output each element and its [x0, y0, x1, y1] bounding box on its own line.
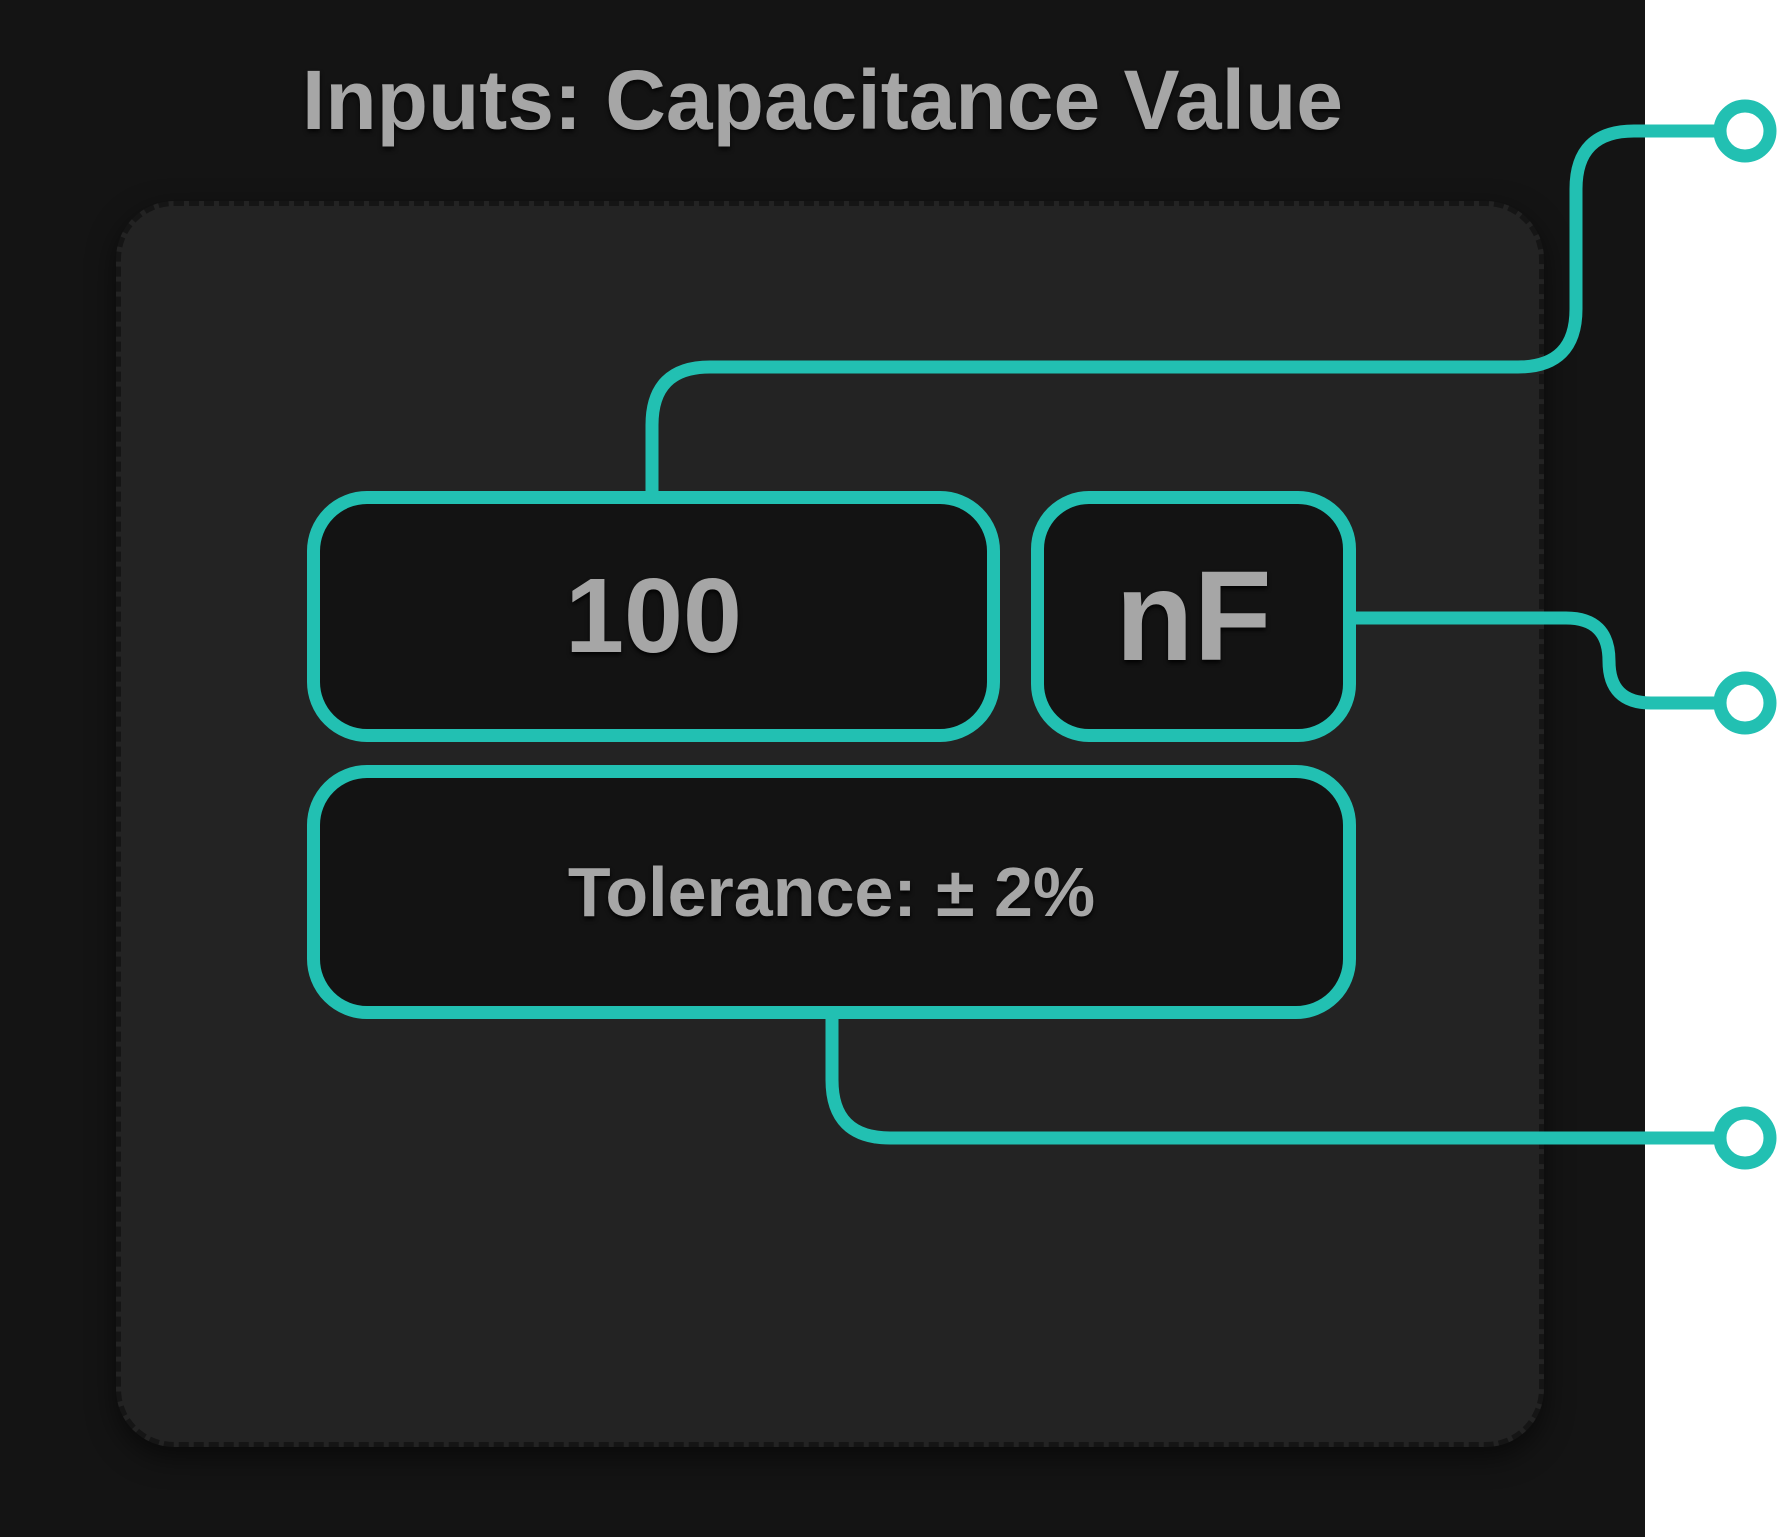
value-output-port[interactable]: [1713, 99, 1777, 163]
tolerance-output-port[interactable]: [1713, 1106, 1777, 1170]
unit-output-wire: [1349, 611, 1727, 710]
unit-output-port[interactable]: [1713, 671, 1777, 735]
value-output-wire: [645, 124, 1727, 498]
unit-select[interactable]: nF: [1031, 491, 1356, 742]
tolerance-select[interactable]: Tolerance: ± 2%: [307, 765, 1356, 1019]
node-title: Inputs: Capacitance Value: [302, 53, 1343, 147]
capacitance-value-input[interactable]: 100: [307, 491, 1000, 742]
tolerance-output-wire: [825, 1012, 1727, 1145]
